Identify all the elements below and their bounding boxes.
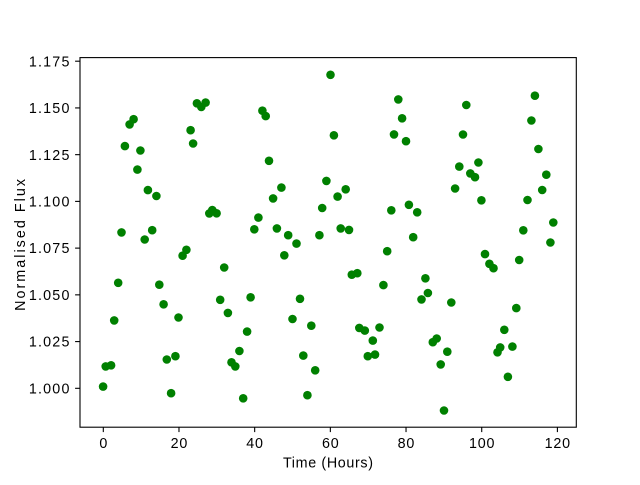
svg-text:40: 40 (246, 436, 264, 452)
svg-text:1.075: 1.075 (29, 241, 71, 257)
svg-text:20: 20 (171, 436, 189, 452)
svg-text:Time (Hours): Time (Hours) (283, 456, 374, 472)
svg-text:1.175: 1.175 (29, 54, 71, 70)
svg-text:Normalised Flux: Normalised Flux (13, 177, 29, 311)
svg-text:1.050: 1.050 (29, 288, 71, 304)
svg-text:0: 0 (99, 436, 108, 452)
svg-text:1.150: 1.150 (29, 101, 71, 117)
svg-text:120: 120 (545, 436, 571, 452)
svg-text:1.125: 1.125 (29, 148, 71, 164)
svg-text:60: 60 (322, 436, 340, 452)
svg-text:1.100: 1.100 (29, 194, 71, 210)
svg-text:1.025: 1.025 (29, 335, 71, 351)
svg-text:100: 100 (469, 436, 495, 452)
svg-text:80: 80 (398, 436, 416, 452)
svg-text:1.000: 1.000 (29, 381, 71, 397)
